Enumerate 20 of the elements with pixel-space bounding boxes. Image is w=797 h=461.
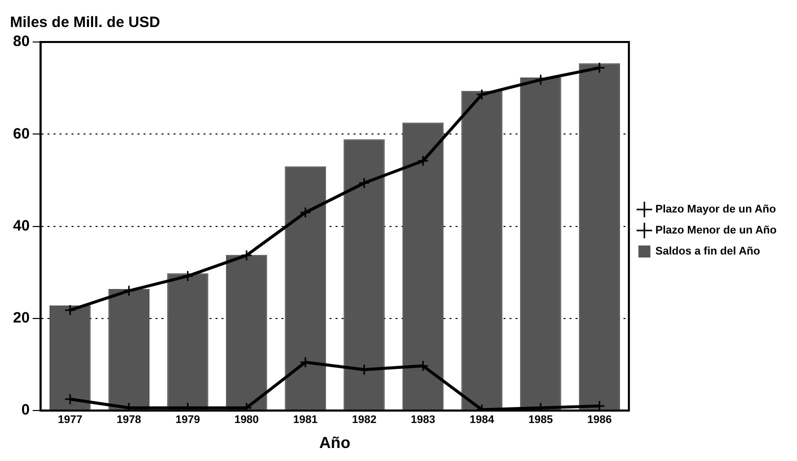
x-tick-label: 1983 xyxy=(410,414,436,426)
x-tick-label: 1979 xyxy=(175,414,200,426)
x-tick-label: 1984 xyxy=(470,414,495,426)
legend-label: Plazo Mayor de un Año xyxy=(655,204,776,216)
x-tick-label: 1986 xyxy=(587,414,612,426)
x-axis-title: Año xyxy=(319,434,351,452)
y-tick-label: 60 xyxy=(12,125,30,142)
x-tick-label: 1981 xyxy=(293,414,318,426)
x-tick-label: 1985 xyxy=(528,414,553,426)
x-tick-label: 1977 xyxy=(58,414,82,426)
legend-label: Plazo Menor de un Año xyxy=(655,224,777,237)
y-axis-title: Miles de Mill. de USD xyxy=(10,14,160,32)
y-tick-label: 80 xyxy=(12,33,30,50)
x-tick-label: 1982 xyxy=(352,414,376,426)
x-tick-label: 1978 xyxy=(116,414,142,426)
legend-label: Saldos a fin del Año xyxy=(655,246,760,258)
x-tick-label: 1980 xyxy=(234,414,259,426)
y-tick-label: 0 xyxy=(21,402,30,419)
y-tick-label: 20 xyxy=(12,310,30,327)
y-tick-label: 40 xyxy=(12,217,30,234)
